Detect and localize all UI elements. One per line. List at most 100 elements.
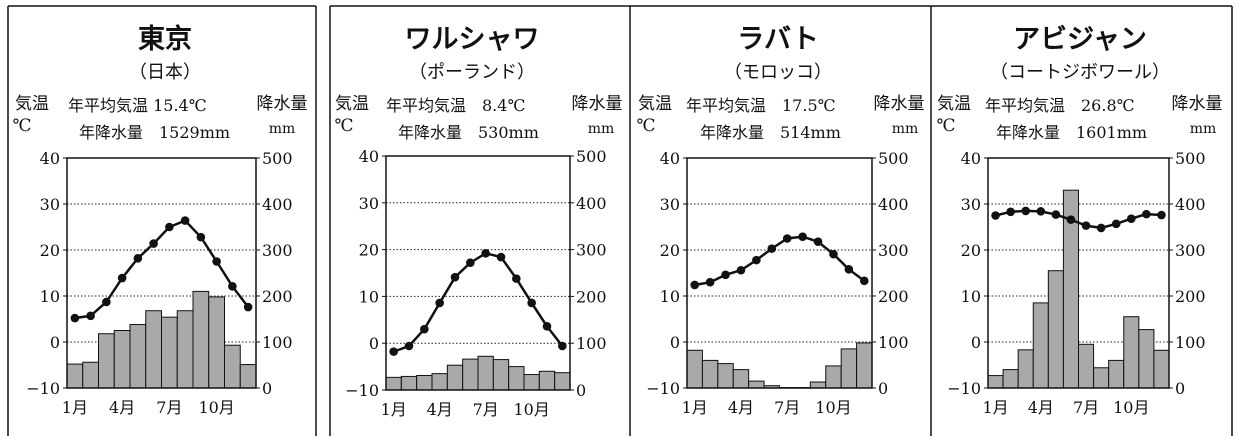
- temp-tick-label: 40: [961, 149, 981, 168]
- stat-precip: 年降水量 514mm: [700, 123, 841, 142]
- precip-tick-label: 0: [878, 379, 888, 398]
- precip-tick-label: 500: [878, 149, 909, 168]
- temperature-point: [542, 322, 552, 331]
- temperature-point: [86, 311, 95, 321]
- stat-temp: 年平均気温 17.5℃: [686, 96, 836, 115]
- precip-tick-label: 400: [878, 195, 909, 214]
- temperature-point: [859, 276, 869, 286]
- precip-bar: [161, 316, 178, 389]
- plot-frame: [66, 157, 257, 389]
- plot-frame: [987, 157, 1170, 389]
- temp-tick-label: 0: [50, 333, 60, 352]
- chart-panel-tokyo: 東京 （日本） 気温 ℃ 年平均気温 15.4℃ 年降水量 1529mm 降水量…: [12, 23, 307, 417]
- temp-axis-title: 気温: [335, 94, 369, 114]
- temperature-point: [70, 313, 80, 323]
- precip-bar: [431, 373, 448, 391]
- temperature-point: [117, 273, 127, 283]
- precip-tick-label: 500: [576, 147, 607, 166]
- stat-precip: 年降水量 1529mm: [79, 123, 230, 142]
- month-tick-label: 4月: [427, 400, 453, 419]
- temp-axis-title: 気温: [937, 94, 971, 114]
- month-tick-label: 4月: [109, 398, 135, 417]
- temperature-point: [165, 222, 174, 232]
- temperature-point: [721, 270, 730, 280]
- temperature-line: [694, 235, 866, 287]
- precip-bar: [825, 365, 842, 389]
- month-tick-label: 4月: [1028, 398, 1054, 417]
- month-tick-label: 4月: [728, 398, 754, 417]
- precip-bar: [400, 375, 418, 391]
- precip-tick-label: 0: [576, 381, 586, 400]
- temp-tick-label: 30: [40, 195, 60, 214]
- precip-bar: [554, 372, 571, 391]
- precip-tick-label: 0: [1175, 379, 1185, 398]
- panel-frames: [7, 5, 1233, 436]
- temperature-point: [496, 252, 506, 262]
- precip-bar: [113, 330, 131, 389]
- chart-panel-warsaw: ワルシャワ （ポーランド） 気温 ℃ 年平均気温 8.4℃ 年降水量 530mm…: [334, 24, 622, 419]
- precip-bar: [1078, 343, 1095, 389]
- temp-tick-label: 40: [359, 147, 379, 166]
- precip-bar: [856, 342, 873, 389]
- temp-tick-label: 30: [961, 195, 981, 214]
- temperature-point: [782, 234, 792, 243]
- temperature-point: [404, 341, 414, 351]
- temp-tick-label: 20: [660, 241, 680, 260]
- month-tick-label: 1月: [682, 398, 708, 417]
- precip-bar: [224, 344, 241, 389]
- temperature-point: [527, 298, 536, 308]
- precip-axis-unit: mm: [892, 121, 919, 137]
- precip-axis-unit: mm: [588, 121, 615, 137]
- precip-tick-label: 300: [262, 241, 293, 260]
- month-tick-label: 1月: [982, 398, 1008, 417]
- precip-bar: [98, 333, 115, 389]
- temperature-point: [180, 216, 190, 225]
- precip-tick-label: 500: [262, 149, 293, 168]
- precip-axis-title: 降水量: [874, 94, 925, 114]
- temp-tick-label: 0: [971, 333, 981, 352]
- plot-frame: [385, 155, 571, 391]
- precip-tick-label: 300: [576, 241, 607, 260]
- precip-bar: [987, 375, 1004, 389]
- temp-axis-unit: ℃: [636, 116, 655, 136]
- precip-bar: [732, 369, 750, 389]
- month-tick-label: 7月: [473, 400, 499, 419]
- temperature-point: [149, 239, 158, 248]
- precip-bar: [1093, 367, 1110, 389]
- chart-subtitle: （モロッコ）: [724, 62, 832, 83]
- precip-bar: [809, 381, 827, 389]
- stat-precip: 年降水量 1601mm: [996, 123, 1147, 142]
- month-tick-label: 10月: [513, 400, 549, 419]
- temperature-point: [450, 272, 460, 282]
- temp-axis-unit: ℃: [936, 116, 955, 136]
- precip-tick-label: 200: [878, 287, 909, 306]
- temp-tick-label: 10: [359, 287, 379, 306]
- precip-bar: [1017, 349, 1034, 389]
- stat-temp: 年平均気温 15.4℃: [68, 96, 207, 115]
- precip-bar: [416, 374, 433, 391]
- precip-bar: [1108, 359, 1125, 389]
- temp-axis-unit: ℃: [334, 116, 353, 136]
- temperature-point: [466, 258, 475, 268]
- precip-tick-label: 0: [262, 379, 272, 398]
- temperature-point: [991, 211, 1000, 220]
- precip-tick-label: 100: [1175, 333, 1206, 352]
- chart-subtitle: （日本）: [129, 62, 201, 83]
- precip-bar: [1123, 316, 1140, 389]
- temp-axis-title: 気温: [638, 94, 672, 114]
- precip-bar: [840, 348, 858, 389]
- plot-frame: [686, 157, 873, 389]
- temperature-point: [1157, 210, 1166, 220]
- temperature-point: [798, 232, 807, 241]
- temperature-point: [813, 237, 823, 247]
- precip-bar: [1153, 349, 1170, 389]
- precip-bar: [66, 363, 84, 389]
- temp-tick-label: 10: [961, 287, 981, 306]
- temperature-point: [829, 249, 838, 259]
- chart-panel-abidjan: アビジャン （コートジボワール） 気温 ℃ 年平均気温 26.8℃ 年降水量 1…: [936, 24, 1222, 417]
- temperature-point: [1111, 219, 1121, 229]
- chart-title: 東京: [138, 23, 192, 55]
- chart-title: ワルシャワ: [405, 24, 540, 55]
- precip-tick-label: 300: [1175, 241, 1206, 260]
